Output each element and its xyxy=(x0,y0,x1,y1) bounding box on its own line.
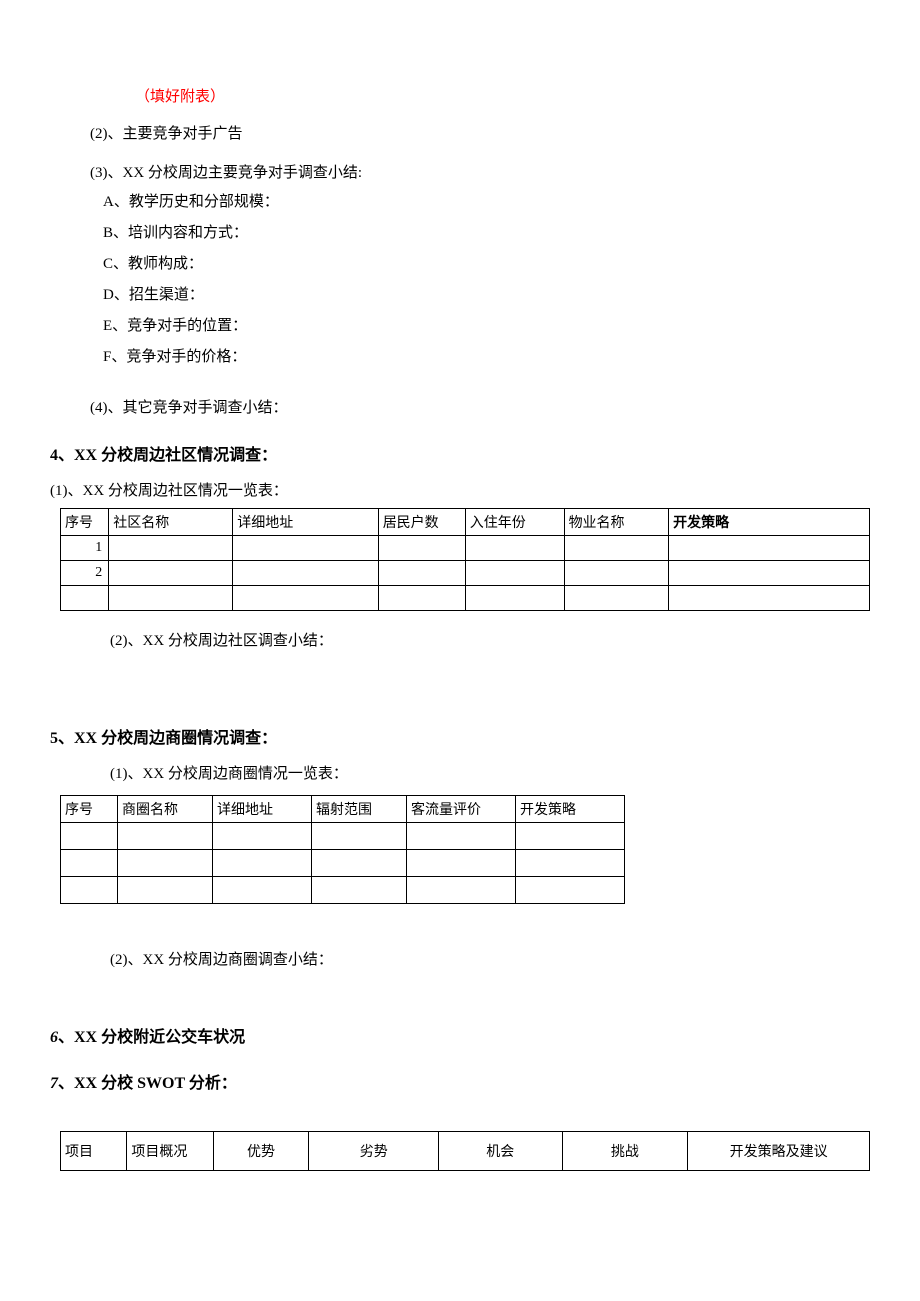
table-cell xyxy=(465,586,564,611)
item-3e: E、竞争对手的位置： xyxy=(103,316,870,337)
table-cell xyxy=(564,561,669,586)
spacer xyxy=(50,1107,870,1127)
section-4-sub1: (1)、XX 分校周边社区情况一览表： xyxy=(50,479,870,500)
table-cell xyxy=(564,586,669,611)
table-cell xyxy=(233,561,378,586)
table-header-cell: 劣势 xyxy=(309,1132,439,1171)
table-header-cell: 商圈名称 xyxy=(118,796,213,823)
table-cell xyxy=(669,536,870,561)
section-5-sub1: (1)、XX 分校周边商圈情况一览表： xyxy=(110,762,870,783)
table-cell xyxy=(109,586,233,611)
section-6-number: 6 xyxy=(50,1029,58,1046)
table-cell xyxy=(61,877,118,904)
section-4-heading: 4、XX 分校周边社区情况调查： xyxy=(50,441,870,465)
table-cell xyxy=(407,823,516,850)
document-page: （填好附表） (2)、主要竞争对手广告 (3)、XX 分校周边主要竞争对手调查小… xyxy=(0,0,920,1249)
table-cell xyxy=(213,850,312,877)
community-table: 序号社区名称详细地址居民户数入住年份物业名称开发策略 12 xyxy=(60,508,870,611)
table-cell xyxy=(109,561,233,586)
table-header-cell: 挑战 xyxy=(562,1132,688,1171)
table-cell xyxy=(465,536,564,561)
table-cell xyxy=(564,536,669,561)
table-cell xyxy=(213,823,312,850)
table-cell xyxy=(61,850,118,877)
table-cell xyxy=(109,536,233,561)
table-cell xyxy=(516,877,625,904)
section-6-text: 、XX 分校附近公交车状况 xyxy=(58,1029,245,1046)
item-3: (3)、XX 分校周边主要竞争对手调查小结: xyxy=(90,163,870,184)
table-cell xyxy=(118,850,213,877)
section-7-number: 7 xyxy=(50,1075,58,1092)
section-6-heading: 6、XX 分校附近公交车状况 xyxy=(50,1023,870,1047)
table-header-cell: 序号 xyxy=(61,796,118,823)
table-cell xyxy=(312,877,407,904)
item-2: (2)、主要竞争对手广告 xyxy=(90,124,870,145)
business-district-table: 序号商圈名称详细地址辐射范围客流量评价开发策略 xyxy=(60,795,625,904)
spacer xyxy=(50,662,870,702)
table-header-cell: 入住年份 xyxy=(465,509,564,536)
table-cell xyxy=(118,877,213,904)
table-cell xyxy=(465,561,564,586)
table-cell xyxy=(669,561,870,586)
table-cell: 2 xyxy=(61,561,109,586)
table-cell xyxy=(516,850,625,877)
attachment-note: （填好附表） xyxy=(135,85,870,106)
table-header-cell: 项目 xyxy=(61,1132,127,1171)
section-7-text: 、XX 分校 SWOT 分析： xyxy=(58,1075,237,1092)
table-cell xyxy=(312,823,407,850)
spacer xyxy=(50,378,870,398)
table-cell xyxy=(213,877,312,904)
table-header-cell: 详细地址 xyxy=(233,509,378,536)
table-cell xyxy=(378,536,465,561)
section-5-sub2: (2)、XX 分校周边商圈调查小结： xyxy=(110,948,870,969)
table-header-cell: 项目概况 xyxy=(127,1132,213,1171)
table-cell xyxy=(233,586,378,611)
item-3a: A、教学历史和分部规模： xyxy=(103,192,870,213)
table-cell xyxy=(61,823,118,850)
table-header-cell: 详细地址 xyxy=(213,796,312,823)
table-header-cell: 社区名称 xyxy=(109,509,233,536)
table-cell xyxy=(407,850,516,877)
item-3f: F、竞争对手的价格： xyxy=(103,347,870,368)
spacer xyxy=(50,981,870,1001)
table-header-cell: 居民户数 xyxy=(378,509,465,536)
table-header-cell: 客流量评价 xyxy=(407,796,516,823)
table-cell xyxy=(516,823,625,850)
section-7-heading: 7、XX 分校 SWOT 分析： xyxy=(50,1069,870,1093)
table-cell xyxy=(233,536,378,561)
table-header-cell: 序号 xyxy=(61,509,109,536)
table-cell xyxy=(378,561,465,586)
item-4: (4)、其它竞争对手调查小结： xyxy=(90,398,870,419)
table-header-cell: 优势 xyxy=(213,1132,309,1171)
table-cell xyxy=(407,877,516,904)
table-cell xyxy=(312,850,407,877)
table-cell xyxy=(378,586,465,611)
table-header-cell: 机会 xyxy=(439,1132,563,1171)
table-header-cell: 开发策略 xyxy=(516,796,625,823)
section-4-sub2: (2)、XX 分校周边社区调查小结： xyxy=(110,629,870,650)
table-cell xyxy=(118,823,213,850)
spacer xyxy=(50,922,870,942)
table-header-cell: 辐射范围 xyxy=(312,796,407,823)
table-header-cell: 开发策略 xyxy=(669,509,870,536)
section-5-heading: 5、XX 分校周边商圈情况调查： xyxy=(50,724,870,748)
item-3b: B、培训内容和方式： xyxy=(103,223,870,244)
table-header-cell: 开发策略及建议 xyxy=(688,1132,870,1171)
swot-table: 项目项目概况优势劣势机会挑战开发策略及建议 xyxy=(60,1131,870,1171)
table-cell xyxy=(669,586,870,611)
table-cell: 1 xyxy=(61,536,109,561)
item-3d: D、招生渠道： xyxy=(103,285,870,306)
table-header-cell: 物业名称 xyxy=(564,509,669,536)
item-3c: C、教师构成： xyxy=(103,254,870,275)
table-cell xyxy=(61,586,109,611)
